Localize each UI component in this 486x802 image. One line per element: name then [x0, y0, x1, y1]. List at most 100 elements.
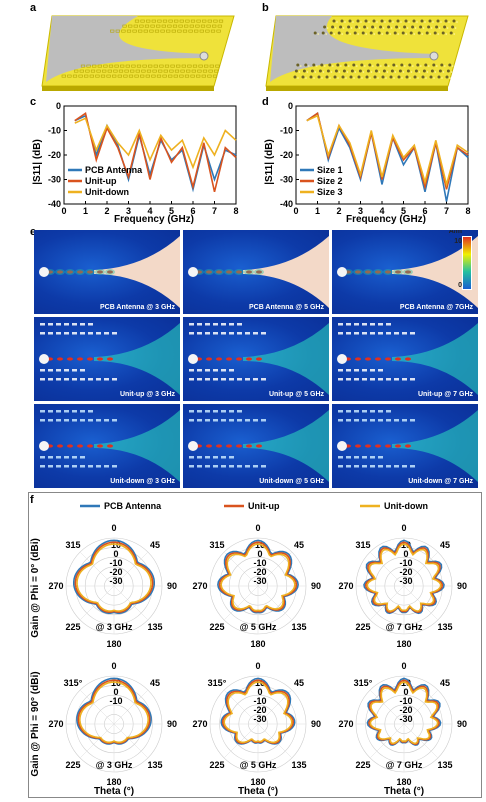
- radial-label: -10: [253, 558, 266, 568]
- s11-chart-d: |S11| (dB) Frequency (GHz) 0 1 2 3 4 5 6 7 8 0 -10…: [264, 101, 471, 224]
- pattern-curve: [78, 681, 150, 744]
- xtick-c: 8: [233, 206, 238, 216]
- angle-label: 0: [401, 661, 406, 671]
- field-map-cell: Unit-up @ 7 GHz: [332, 317, 478, 401]
- freq-label: @ 3 GHz: [96, 622, 133, 632]
- angle-label: 270: [48, 719, 63, 729]
- xtick-c: 0: [61, 206, 66, 216]
- angle-label: 90: [311, 719, 321, 729]
- field-map-grid: PCB Antenna @ 3 GHz PCB Antenna @ 5 GHz PC…: [34, 230, 478, 488]
- angle-label: 45: [150, 678, 160, 688]
- s11-chart-c: |S11| (dB) Frequency (GHz) 0 1 2 3 4 5 6 7 8 0 -10…: [32, 101, 239, 224]
- xtick-d: 8: [465, 206, 470, 216]
- angle-label: 225: [355, 622, 370, 632]
- ylabel-d: |S11| (dB): [264, 139, 275, 185]
- radial-label: -20: [399, 705, 412, 715]
- angle-label: 270: [338, 719, 353, 729]
- radial-label: 0: [403, 549, 408, 559]
- series-line-c: [74, 117, 237, 170]
- panel-label-e: e: [30, 226, 36, 238]
- angle-label: 0: [111, 661, 116, 671]
- field-map-caption: Unit-down @ 3 GHz: [110, 478, 175, 485]
- antenna-board-a: [41, 15, 235, 91]
- angle-label: 90: [457, 719, 467, 729]
- field-map-cell: Unit-down @ 3 GHz: [34, 404, 180, 488]
- angle-label: 135: [437, 760, 452, 770]
- theta-label-2: Theta (°): [238, 786, 278, 797]
- ytick-d: 0: [288, 101, 293, 111]
- field-map-cell: Unit-up @ 5 GHz: [183, 317, 329, 401]
- antenna-board-b: [265, 15, 469, 91]
- radial-label: -20: [253, 705, 266, 715]
- freq-label: @ 7 GHz: [386, 622, 423, 632]
- angle-label: 315: [209, 540, 224, 550]
- radial-label: -30: [109, 576, 122, 586]
- radial-label: -10: [399, 696, 412, 706]
- legend-entry-d: Size 2: [317, 176, 343, 186]
- angle-label: 0: [111, 523, 116, 533]
- angle-label: 45: [440, 540, 450, 550]
- freq-label: @ 7 GHz: [386, 760, 423, 770]
- angle-label: 90: [311, 581, 321, 591]
- xtick-d: 2: [336, 206, 341, 216]
- legend-unit-up: Unit-up: [248, 501, 280, 511]
- field-map-cell: PCB Antenna @ 3 GHz: [34, 230, 180, 314]
- legend-entry-d: Size 3: [317, 187, 343, 197]
- xtick-d: 0: [293, 206, 298, 216]
- colorbar-label: A/m: [448, 230, 462, 235]
- pattern-curve: [220, 543, 296, 612]
- angle-label: 225: [209, 622, 224, 632]
- xtick-c: 6: [190, 206, 195, 216]
- angle-label: 180: [396, 639, 411, 649]
- ytick-d: -30: [280, 175, 293, 185]
- pattern-curve: [363, 539, 445, 615]
- angle-label: 135: [147, 622, 162, 632]
- theta-label-3: Theta (°): [384, 786, 424, 797]
- panel-label-c: c: [30, 96, 37, 108]
- freq-label: @ 3 GHz: [96, 760, 133, 770]
- pattern-curve: [223, 681, 293, 744]
- radial-label: -10: [399, 558, 412, 568]
- angle-label: 225: [65, 622, 80, 632]
- angle-label: 270: [192, 581, 207, 591]
- angle-label: 135: [437, 622, 452, 632]
- legend-pcb: PCB Antenna: [104, 501, 162, 511]
- freq-label: @ 5 GHz: [240, 760, 277, 770]
- angle-label: 315: [355, 540, 370, 550]
- field-map-caption: PCB Antenna @ 3 GHz: [100, 304, 176, 311]
- angle-label: 0: [255, 523, 260, 533]
- field-map-caption: Unit-up @ 7 GHz: [418, 391, 474, 398]
- series-line-c: [74, 111, 237, 192]
- pattern-curve: [76, 543, 152, 612]
- xtick-d: 4: [379, 206, 384, 216]
- angle-label: 315°: [208, 678, 227, 688]
- xtick-c: 1: [83, 206, 88, 216]
- theta-label-1: Theta (°): [94, 786, 134, 797]
- angle-label: 270: [338, 581, 353, 591]
- angle-label: 45: [440, 678, 450, 688]
- legend-f: PCB Antenna Unit-up Unit-down: [80, 501, 428, 511]
- angle-label: 270: [48, 581, 63, 591]
- pattern-curve: [366, 543, 442, 612]
- radial-label: 0: [257, 687, 262, 697]
- angle-label: 270: [192, 719, 207, 729]
- field-map-caption: PCB Antenna @ 5 GHz: [249, 304, 325, 311]
- radiation-pattern-panel: [28, 492, 482, 798]
- angle-label: 315°: [64, 678, 83, 688]
- ytick-c: -10: [48, 126, 61, 136]
- angle-label: 180: [396, 777, 411, 787]
- xtick-c: 5: [169, 206, 174, 216]
- angle-label: 180: [106, 777, 121, 787]
- ytick-c: 0: [56, 101, 61, 111]
- xtick-c: 2: [104, 206, 109, 216]
- radial-label: -30: [399, 576, 412, 586]
- colorbar-label: 0: [458, 282, 462, 289]
- xtick-d: 6: [422, 206, 427, 216]
- xtick-d: 1: [315, 206, 320, 216]
- ytick-d: -20: [280, 150, 293, 160]
- angle-label: 45: [294, 678, 304, 688]
- pattern-curve: [74, 541, 154, 613]
- freq-label: @ 5 GHz: [240, 622, 277, 632]
- xtick-d: 7: [444, 206, 449, 216]
